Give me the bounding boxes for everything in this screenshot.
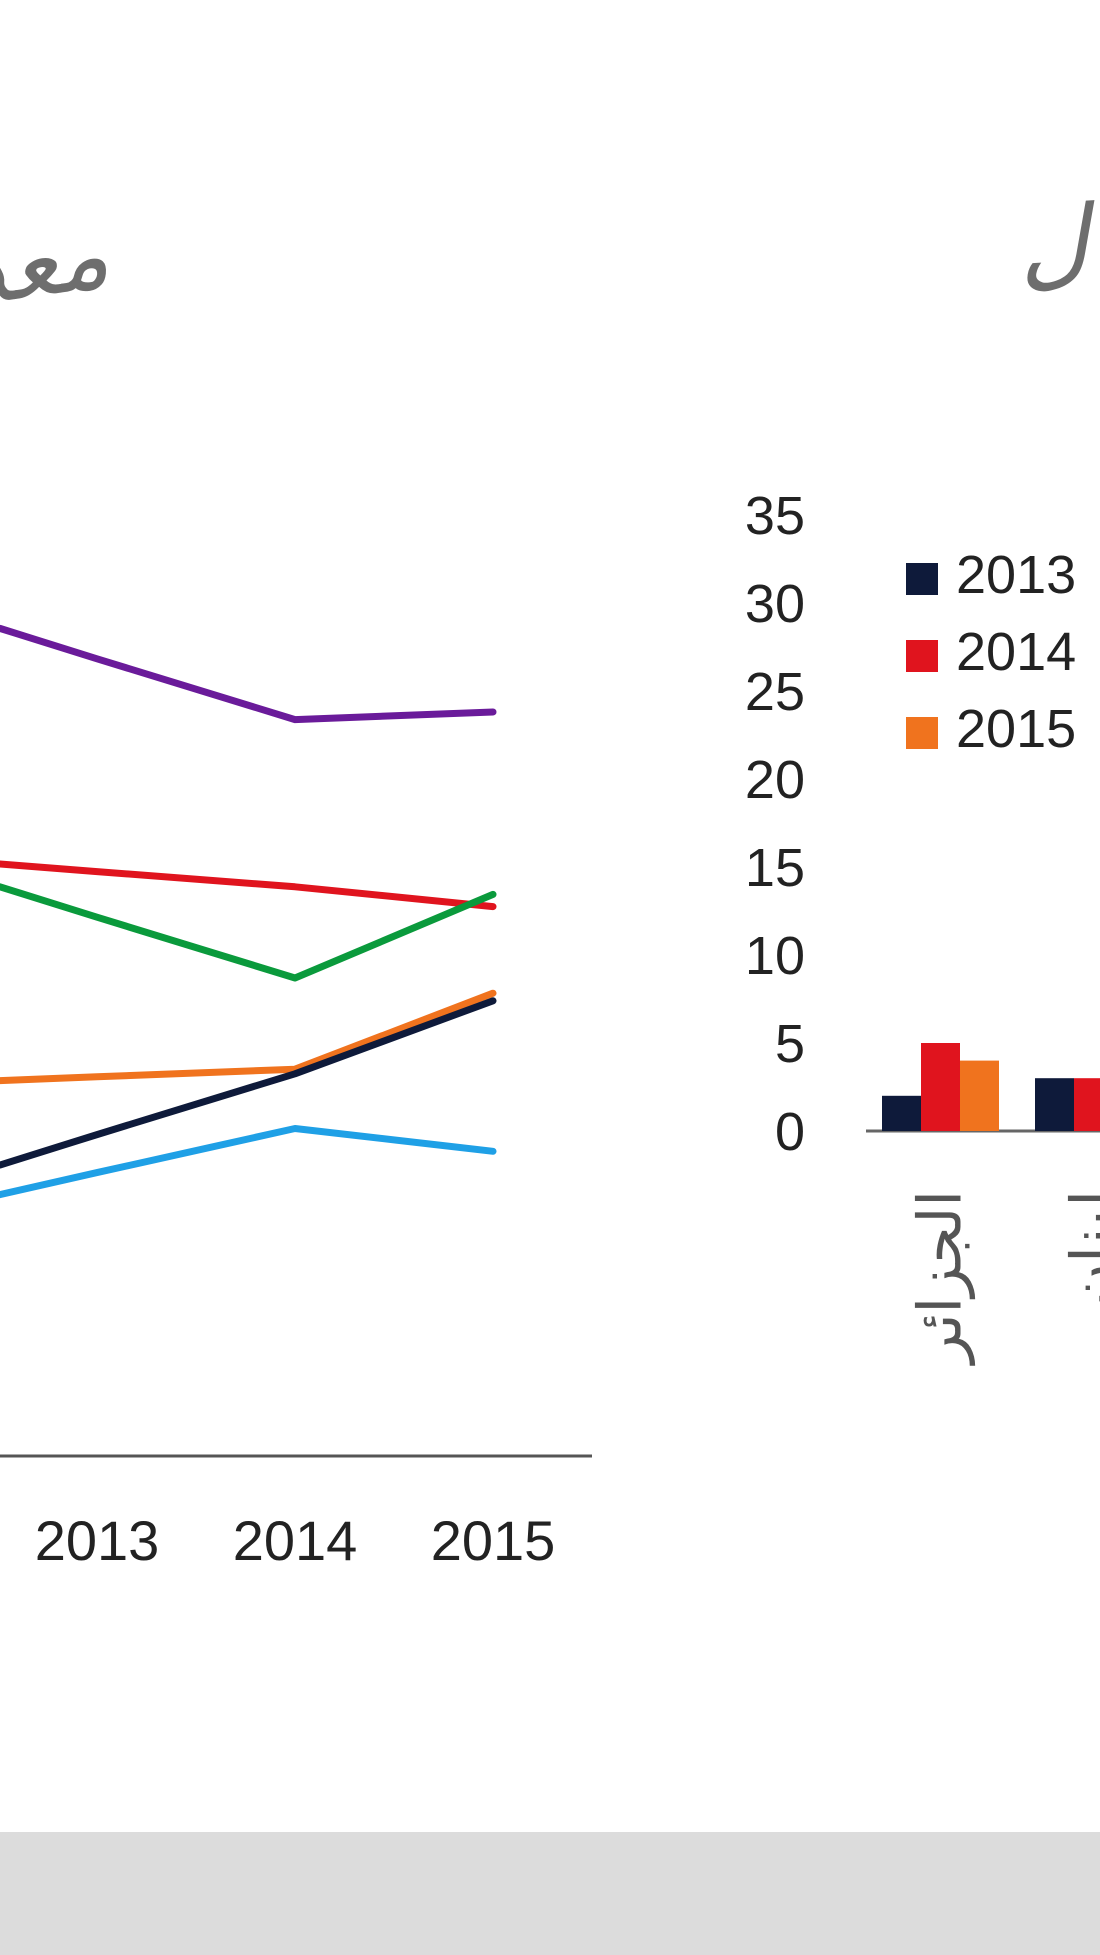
y-tick-label-0: 0 <box>775 1102 805 1162</box>
bottom-band <box>0 1832 1100 1955</box>
bar-2-1 <box>1035 1078 1074 1131</box>
category-label-2: لبنان <box>1060 1190 1100 1307</box>
bar-1-2 <box>921 1043 960 1131</box>
legend-swatch-2015 <box>906 717 938 749</box>
line-series-4 <box>0 989 497 1085</box>
y-tick-label-25: 25 <box>745 662 805 722</box>
y-tick-label-10: 10 <box>745 926 805 986</box>
legend-swatch-2013 <box>906 563 938 595</box>
bar-2-2 <box>1074 1078 1100 1131</box>
y-tick-label-35: 35 <box>745 486 805 546</box>
y-tick-label-5: 5 <box>775 1014 805 1074</box>
line-series-5 <box>0 997 497 1169</box>
x-tick-label-2014: 2014 <box>233 1509 358 1572</box>
line-series-1 <box>0 624 497 724</box>
legend-label-2013: 2013 <box>956 545 1076 605</box>
y-tick-label-30: 30 <box>745 574 805 634</box>
line-series-3 <box>0 883 497 982</box>
y-tick-label-20: 20 <box>745 750 805 810</box>
x-tick-label-2013: 2013 <box>35 1509 160 1572</box>
category-label-1: الجزائر <box>907 1190 976 1366</box>
line-series-2 <box>0 860 497 911</box>
bar-1-1 <box>882 1095 921 1131</box>
legend-swatch-2014 <box>906 640 938 672</box>
bar-1-3 <box>960 1060 999 1131</box>
legend-label-2014: 2014 <box>956 622 1076 682</box>
x-tick-label-2015: 2015 <box>431 1509 556 1572</box>
y-tick-label-15: 15 <box>745 838 805 898</box>
line-series-6 <box>0 1125 497 1199</box>
legend-label-2015: 2015 <box>956 699 1076 759</box>
